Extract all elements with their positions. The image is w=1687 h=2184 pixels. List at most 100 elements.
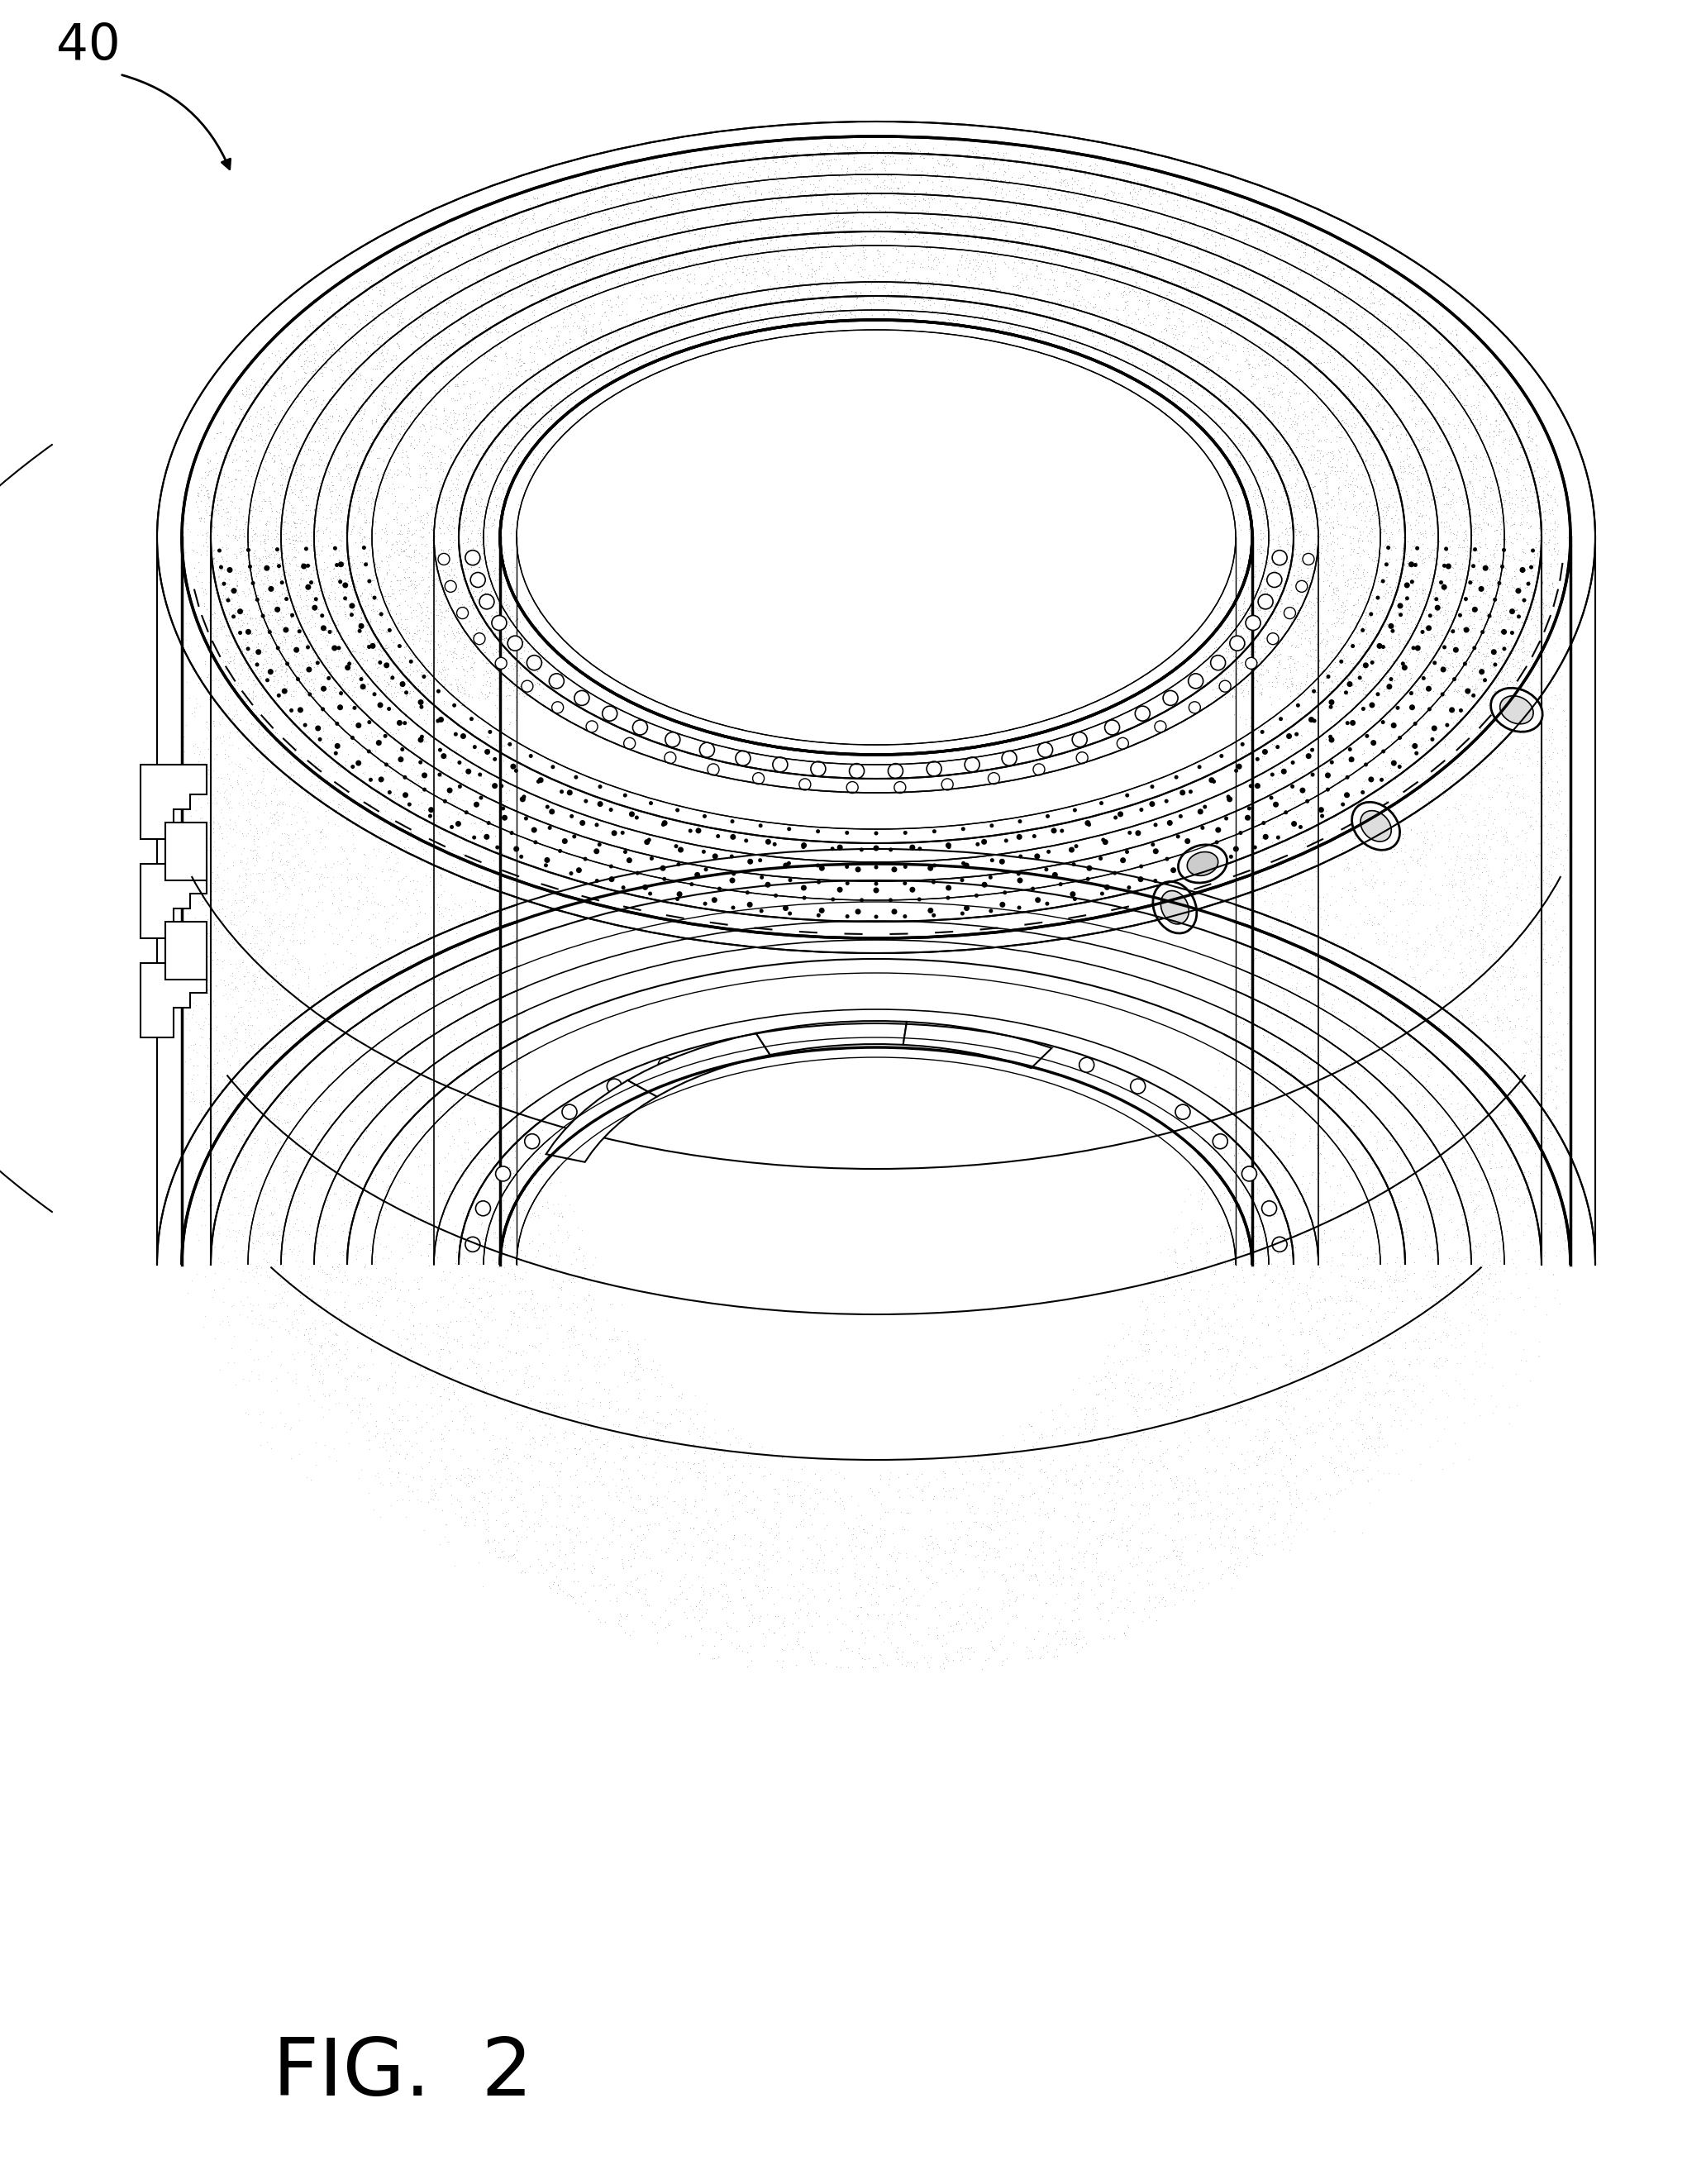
Point <box>599 1321 626 1356</box>
Point <box>337 1044 364 1079</box>
Point <box>1176 660 1203 695</box>
Point <box>1355 408 1382 443</box>
Point <box>396 1138 423 1173</box>
Point <box>1380 1031 1407 1066</box>
Point <box>1076 1153 1103 1188</box>
Point <box>197 452 224 487</box>
Point <box>1456 498 1483 533</box>
Point <box>811 1033 838 1068</box>
Point <box>1399 572 1426 607</box>
Point <box>1312 660 1339 695</box>
Point <box>486 526 513 561</box>
Point <box>359 282 386 317</box>
Point <box>1319 618 1346 653</box>
Point <box>682 1483 709 1518</box>
Point <box>334 1166 361 1201</box>
Point <box>1466 485 1493 520</box>
Point <box>1461 612 1488 646</box>
Point <box>486 1540 513 1575</box>
Point <box>606 247 633 282</box>
Point <box>1356 286 1383 321</box>
Point <box>1476 618 1503 653</box>
Point <box>462 581 489 616</box>
Point <box>1547 1037 1574 1072</box>
Point <box>1474 470 1501 505</box>
Point <box>1004 232 1031 266</box>
Point <box>742 981 769 1016</box>
Point <box>218 1029 245 1064</box>
Point <box>385 456 412 491</box>
Point <box>1395 996 1422 1031</box>
Point <box>398 236 425 271</box>
Point <box>1409 1011 1436 1046</box>
Point <box>1336 865 1363 900</box>
Point <box>508 1404 535 1439</box>
Point <box>516 893 543 928</box>
Point <box>936 1590 963 1625</box>
Point <box>452 437 479 472</box>
Point <box>914 135 941 170</box>
Point <box>297 382 324 417</box>
Point <box>1383 563 1410 598</box>
Point <box>921 295 948 330</box>
Point <box>810 188 837 223</box>
Point <box>1407 376 1434 411</box>
Point <box>1064 1433 1091 1468</box>
Point <box>1061 1476 1088 1511</box>
Point <box>1107 225 1134 260</box>
Point <box>771 238 798 273</box>
Point <box>1424 358 1451 393</box>
Point <box>305 408 332 443</box>
Point <box>820 227 847 262</box>
Point <box>904 887 931 922</box>
Point <box>332 419 359 454</box>
Point <box>1459 747 1486 782</box>
Point <box>520 629 547 664</box>
Point <box>280 1000 307 1035</box>
Point <box>1378 996 1405 1031</box>
Point <box>302 1138 329 1173</box>
Point <box>1461 983 1488 1018</box>
Point <box>256 1029 283 1064</box>
Point <box>513 1334 540 1369</box>
Point <box>1275 225 1302 260</box>
Point <box>1417 535 1444 570</box>
Point <box>1501 387 1528 422</box>
Point <box>1297 625 1324 660</box>
Point <box>830 1487 857 1522</box>
Point <box>1061 319 1088 354</box>
Point <box>1169 1468 1196 1503</box>
Point <box>459 467 486 502</box>
Point <box>221 1000 248 1035</box>
Point <box>784 271 811 306</box>
Point <box>1306 891 1333 926</box>
Point <box>1311 653 1338 688</box>
Point <box>633 323 660 358</box>
Circle shape <box>903 865 908 869</box>
Circle shape <box>1463 662 1468 666</box>
Point <box>1453 500 1479 535</box>
Point <box>1503 797 1530 832</box>
Point <box>1444 1092 1471 1127</box>
Point <box>621 1262 648 1297</box>
Point <box>353 721 380 756</box>
Point <box>182 690 209 725</box>
Point <box>1279 1149 1306 1184</box>
Point <box>820 1472 847 1507</box>
Circle shape <box>1405 596 1409 601</box>
Point <box>526 1142 553 1177</box>
Point <box>1285 513 1312 548</box>
Point <box>1407 847 1434 882</box>
Point <box>1392 642 1419 677</box>
Point <box>968 1509 995 1544</box>
Point <box>975 1282 1002 1317</box>
Point <box>1221 1179 1248 1214</box>
Point <box>373 369 400 404</box>
Point <box>995 1588 1022 1623</box>
Point <box>1124 1409 1151 1444</box>
Point <box>1400 1024 1427 1059</box>
Point <box>1021 1293 1048 1328</box>
Point <box>1220 483 1247 518</box>
Point <box>381 472 408 507</box>
Point <box>709 258 736 293</box>
